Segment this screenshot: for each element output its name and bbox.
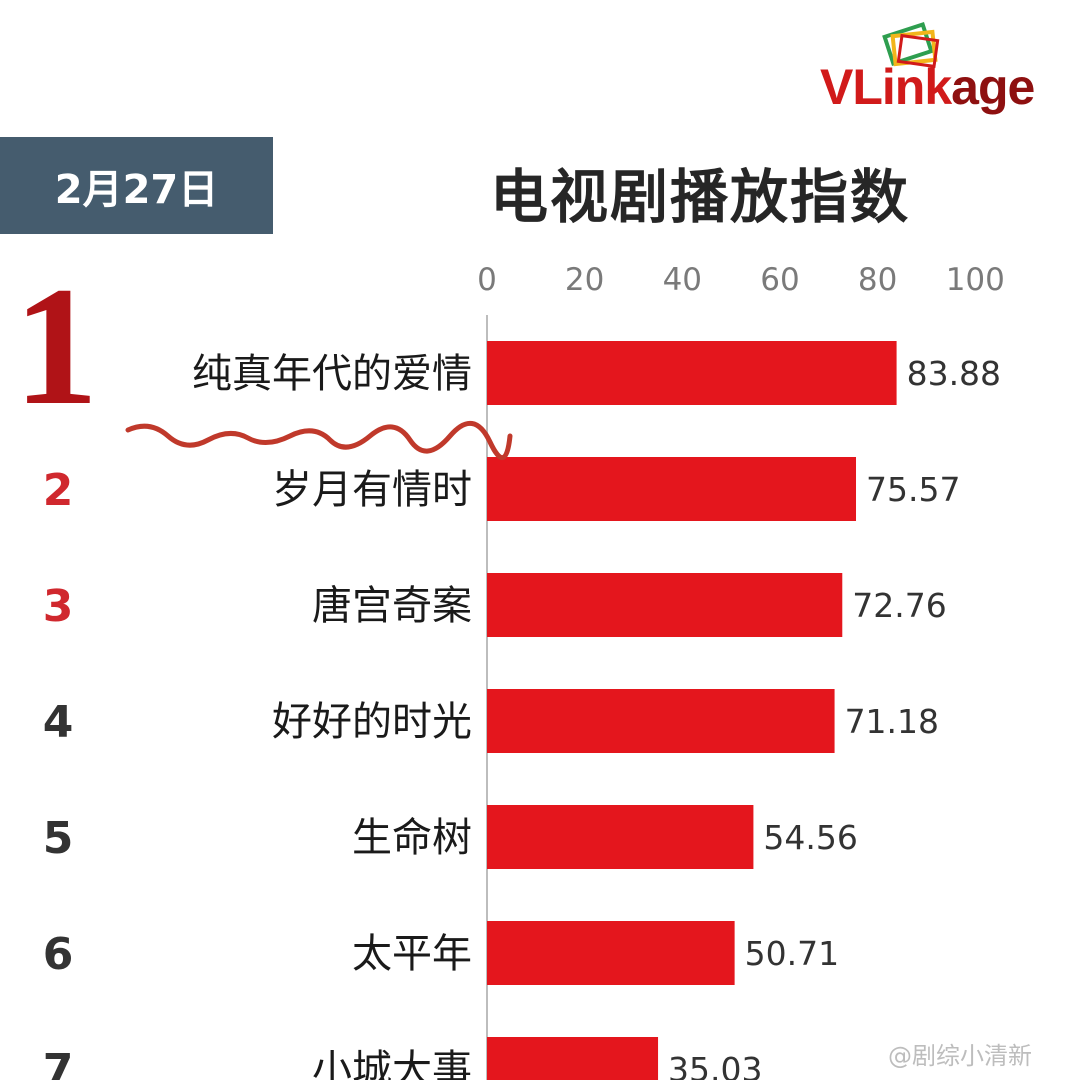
date-badge: 2月27日 — [0, 137, 273, 234]
logo-wordmark: VLinkage — [820, 59, 1035, 115]
category-label: 纯真年代的爱情 — [192, 351, 472, 397]
value-label: 83.88 — [907, 354, 1001, 393]
category-label: 生命树 — [352, 815, 472, 861]
value-label: 71.18 — [845, 702, 939, 741]
value-label: 54.56 — [763, 818, 857, 857]
vlinkage-logo: VLinkage — [820, 18, 1070, 118]
rank-label: 5 — [43, 813, 74, 864]
wavy-underline — [125, 421, 513, 460]
rank-label: 3 — [43, 581, 74, 632]
x-tick-label: 80 — [858, 262, 897, 298]
x-tick-label: 100 — [946, 262, 1005, 298]
bar — [487, 689, 835, 753]
x-tick-label: 60 — [760, 262, 799, 298]
category-label: 好好的时光 — [272, 699, 472, 745]
rank-label: 4 — [43, 697, 74, 748]
bar — [487, 341, 897, 405]
bar — [487, 457, 857, 521]
chart-title: 电视剧播放指数 — [489, 163, 910, 231]
category-label: 小城大事 — [312, 1047, 472, 1080]
value-label: 72.76 — [852, 586, 946, 625]
category-label: 岁月有情时 — [272, 467, 472, 513]
x-tick-label: 20 — [565, 262, 604, 298]
bar — [487, 1037, 659, 1080]
bar — [487, 805, 754, 869]
value-label: 50.71 — [745, 934, 839, 973]
watermark: @剧综小清新 — [888, 1042, 1032, 1070]
logo-mark-icon — [882, 21, 940, 69]
x-tick-label: 0 — [477, 262, 497, 298]
category-label: 太平年 — [352, 931, 472, 977]
category-label: 唐宫奇案 — [312, 583, 472, 629]
rank-label: 7 — [43, 1045, 74, 1080]
rank-label: 6 — [43, 929, 74, 980]
bar — [487, 921, 735, 985]
x-tick-label: 40 — [663, 262, 702, 298]
value-label: 75.57 — [866, 470, 960, 509]
rank-label: 1 — [14, 252, 99, 440]
value-label: 35.03 — [668, 1050, 762, 1080]
rank-label: 2 — [43, 465, 74, 516]
bar — [487, 573, 843, 637]
